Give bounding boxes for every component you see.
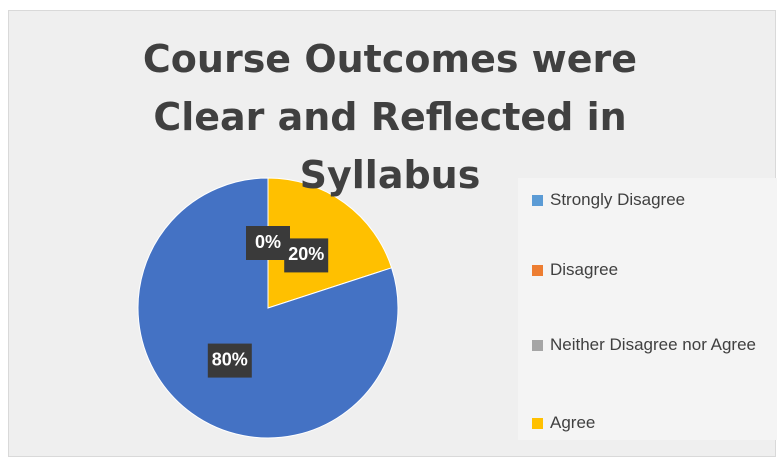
pie-slice	[267, 177, 393, 309]
legend: Strongly Disagree Disagree Neither Disagre…	[518, 178, 777, 440]
chart-title: Course Outcomes were Clear and Reflected…	[142, 37, 638, 197]
data-label-box	[246, 226, 290, 260]
data-label-box	[207, 343, 252, 378]
data-label-text: 0%	[255, 232, 281, 252]
legend-item: Agree	[532, 411, 777, 435]
legend-label: Neither Disagree nor Agree	[550, 335, 757, 354]
legend-swatch	[532, 195, 543, 206]
data-label-text: 80%	[212, 349, 248, 369]
legend-label: Agree	[550, 413, 596, 432]
legend-item: Neither Disagree nor Agree	[532, 333, 777, 357]
data-label: 0%	[246, 226, 290, 260]
data-label: 20%	[284, 238, 329, 273]
pie-slice	[137, 177, 399, 439]
data-label-box	[284, 238, 329, 273]
legend-item: Strongly Disagree	[532, 188, 777, 212]
legend-label: Disagree	[550, 260, 619, 279]
legend-swatch	[532, 418, 543, 429]
legend-swatch	[532, 265, 543, 276]
data-label-text: 20%	[288, 244, 324, 264]
data-label: 80%	[207, 343, 252, 378]
legend-label: Strongly Disagree	[550, 190, 686, 209]
legend-item: Disagree	[532, 258, 777, 282]
legend-swatch	[532, 340, 543, 351]
